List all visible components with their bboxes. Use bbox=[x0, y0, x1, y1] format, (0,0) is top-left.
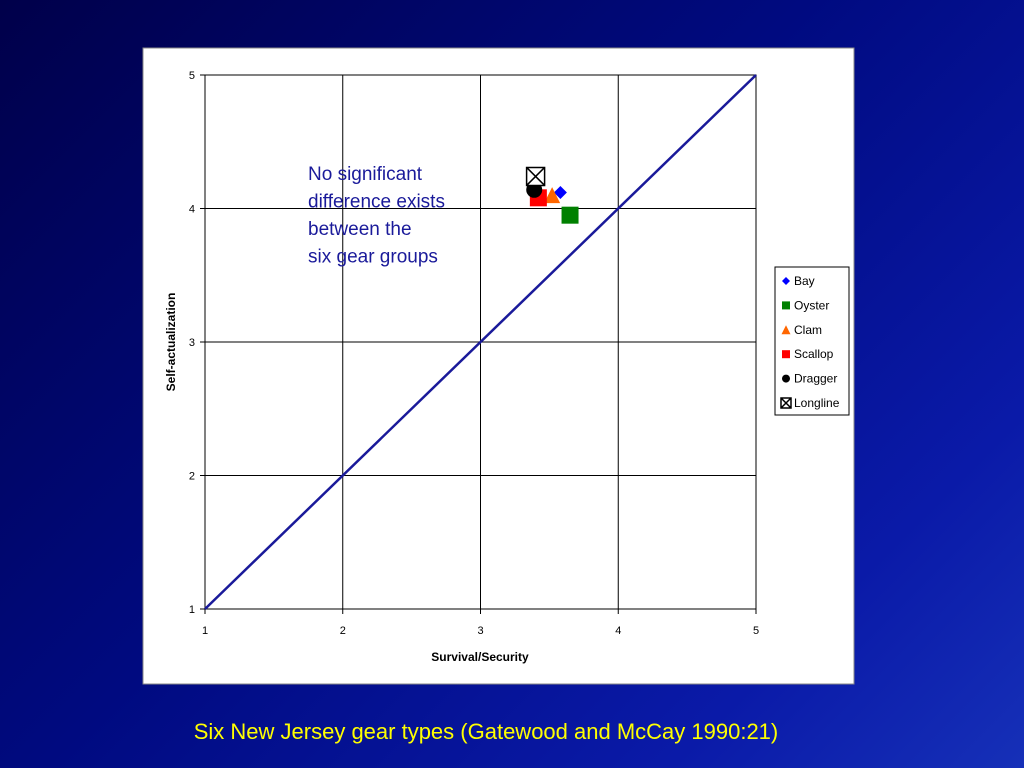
annotation: No significant bbox=[308, 164, 423, 185]
legend-marker bbox=[782, 277, 790, 285]
x-tick-label: 4 bbox=[615, 625, 621, 637]
legend-label: Longline bbox=[794, 396, 840, 410]
data-point bbox=[544, 187, 561, 204]
y-tick-label: 5 bbox=[189, 70, 195, 82]
y-tick-label: 1 bbox=[189, 604, 195, 616]
caption: Six New Jersey gear types (Gatewood and … bbox=[194, 719, 779, 744]
legend-marker bbox=[780, 397, 792, 409]
legend-label: Oyster bbox=[794, 298, 829, 312]
legend-label: Dragger bbox=[794, 372, 837, 386]
annotation: difference exists bbox=[308, 192, 445, 213]
x-tick-label: 3 bbox=[477, 625, 483, 637]
annotation: six gear groups bbox=[308, 247, 438, 268]
annotation: between the bbox=[308, 219, 412, 240]
x-axis-title: Survival/Security bbox=[431, 650, 529, 664]
legend-marker bbox=[782, 350, 790, 359]
y-axis-title: Self-actualization bbox=[164, 293, 178, 392]
data-point bbox=[525, 166, 546, 187]
legend-marker bbox=[781, 325, 791, 335]
x-tick-label: 1 bbox=[202, 625, 208, 637]
legend-marker bbox=[782, 374, 790, 383]
legend-label: Scallop bbox=[794, 347, 834, 361]
data-point bbox=[553, 185, 567, 199]
x-tick-label: 2 bbox=[340, 625, 346, 637]
x-tick-label: 5 bbox=[753, 625, 759, 637]
legend-label: Clam bbox=[794, 323, 822, 337]
legend-box bbox=[774, 266, 850, 416]
legend-marker bbox=[782, 301, 790, 310]
y-tick-label: 4 bbox=[189, 204, 195, 216]
y-tick-label: 3 bbox=[189, 337, 195, 349]
y-tick-label: 2 bbox=[189, 471, 195, 483]
legend-label: Bay bbox=[794, 274, 815, 288]
data-point bbox=[561, 206, 579, 224]
reference-line bbox=[204, 74, 757, 610]
